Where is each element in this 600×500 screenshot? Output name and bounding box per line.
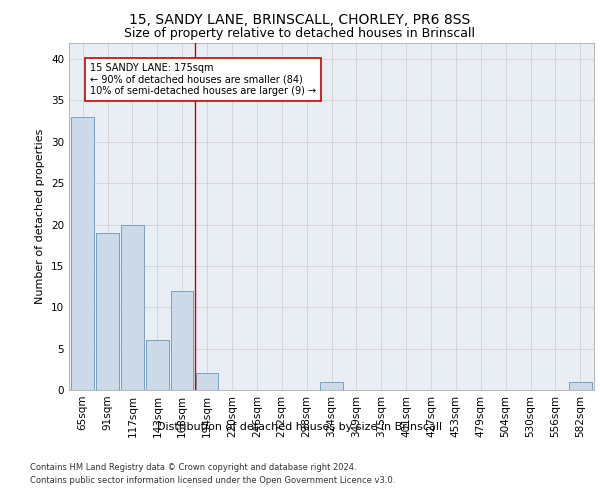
Bar	[320, 382, 343, 390]
Text: Size of property relative to detached houses in Brinscall: Size of property relative to detached ho…	[125, 28, 476, 40]
Bar	[146, 340, 169, 390]
Text: 15 SANDY LANE: 175sqm
← 90% of detached houses are smaller (84)
10% of semi-deta: 15 SANDY LANE: 175sqm ← 90% of detached …	[90, 63, 316, 96]
Bar	[71, 117, 94, 390]
Text: Distribution of detached houses by size in Brinscall: Distribution of detached houses by size …	[157, 422, 443, 432]
Bar	[196, 374, 218, 390]
Y-axis label: Number of detached properties: Number of detached properties	[35, 128, 46, 304]
Bar	[171, 290, 193, 390]
Text: Contains HM Land Registry data © Crown copyright and database right 2024.: Contains HM Land Registry data © Crown c…	[30, 462, 356, 471]
Text: 15, SANDY LANE, BRINSCALL, CHORLEY, PR6 8SS: 15, SANDY LANE, BRINSCALL, CHORLEY, PR6 …	[130, 12, 470, 26]
Text: Contains public sector information licensed under the Open Government Licence v3: Contains public sector information licen…	[30, 476, 395, 485]
Bar	[97, 233, 119, 390]
Bar	[569, 382, 592, 390]
Bar	[121, 224, 143, 390]
